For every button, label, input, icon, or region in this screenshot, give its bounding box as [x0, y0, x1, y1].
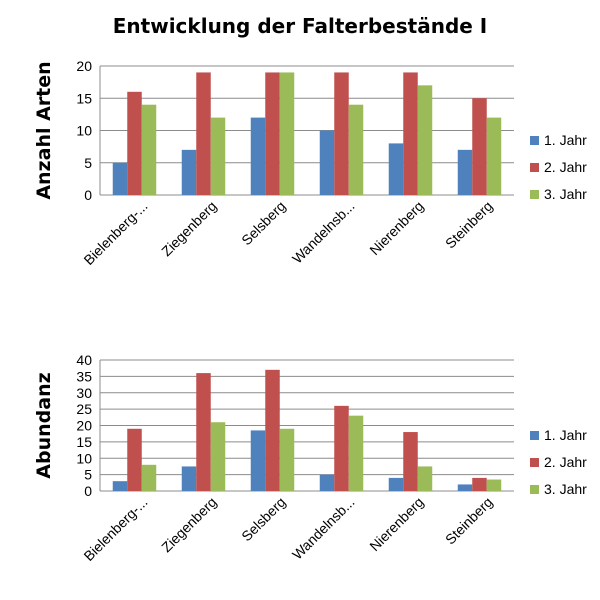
- bar-1-jahr-3: [250, 430, 266, 491]
- bar-2-jahr-1: [127, 91, 142, 195]
- bar-1-jahr-4: [319, 474, 335, 491]
- bar-1-jahr-1: [112, 481, 128, 491]
- bar-3-jahr-2: [210, 117, 226, 195]
- legend-label: 1. Jahr: [544, 132, 587, 148]
- bar-2-jahr-5: [403, 72, 418, 195]
- bar-1-jahr-1: [112, 162, 128, 195]
- bar-2-jahr-4: [334, 72, 349, 195]
- bar-1-jahr-5: [388, 143, 404, 195]
- legend-swatch: [530, 458, 539, 467]
- y-tick-label: 10: [76, 123, 92, 139]
- bar-3-jahr-6: [486, 479, 502, 491]
- legend-label: 3. Jahr: [544, 186, 587, 202]
- bar-2-jahr-4: [334, 405, 349, 491]
- category-label: Selsberg: [238, 494, 288, 544]
- y-tick-label: 5: [84, 467, 92, 483]
- y-tick-label: 0: [84, 483, 92, 499]
- chart-1: 0 5 10 15 20 Bielenberg-... Ziegenberg Selsberg…: [33, 58, 587, 268]
- legend-label: 2. Jahr: [544, 454, 587, 470]
- y-axis-title: Anzahl Arten: [33, 61, 55, 199]
- bar-3-jahr-5: [417, 85, 433, 195]
- legend-swatch: [530, 431, 539, 440]
- bar-2-jahr-3: [265, 369, 280, 491]
- bar-2-jahr-3: [265, 72, 280, 195]
- y-tick-label: 20: [76, 58, 92, 74]
- bar-3-jahr-5: [417, 466, 433, 491]
- category-label: Bielenberg-...: [80, 198, 150, 268]
- legend-swatch: [530, 136, 539, 145]
- page-title: Entwicklung der Falterbestände I: [112, 14, 488, 38]
- bar-3-jahr-4: [348, 415, 364, 491]
- bar-2-jahr-2: [196, 72, 211, 195]
- bar-2-jahr-6: [472, 477, 487, 491]
- category-label: Ziegenberg: [158, 198, 219, 259]
- category-label: Wandelnsb...: [289, 198, 358, 267]
- bar-3-jahr-1: [141, 104, 157, 195]
- category-label: Nierenberg: [366, 494, 426, 554]
- y-tick-label: 35: [76, 368, 92, 384]
- bar-2-jahr-2: [196, 373, 211, 491]
- bar-3-jahr-2: [210, 422, 226, 491]
- y-axis-title: Abundanz: [33, 372, 55, 478]
- bar-2-jahr-1: [127, 428, 142, 491]
- category-label: Wandelnsb...: [289, 494, 358, 563]
- y-tick-label: 15: [76, 90, 92, 106]
- bar-2-jahr-6: [472, 98, 487, 195]
- category-label: Nierenberg: [366, 198, 426, 258]
- y-tick-label: 25: [76, 401, 92, 417]
- bar-1-jahr-6: [457, 484, 473, 491]
- bar-3-jahr-6: [486, 117, 502, 195]
- bar-1-jahr-2: [181, 466, 197, 491]
- bar-3-jahr-4: [348, 104, 364, 195]
- category-label: Bielenberg-...: [80, 494, 150, 564]
- y-tick-label: 0: [84, 187, 92, 203]
- legend-label: 1. Jahr: [544, 427, 587, 443]
- bar-1-jahr-6: [457, 149, 473, 195]
- y-tick-label: 40: [76, 352, 92, 368]
- category-label: Steinberg: [442, 494, 496, 548]
- legend-swatch: [530, 190, 539, 199]
- bar-1-jahr-5: [388, 477, 404, 491]
- legend-label: 2. Jahr: [544, 159, 587, 175]
- y-tick-label: 20: [76, 418, 92, 434]
- category-label: Ziegenberg: [158, 494, 219, 555]
- category-label: Steinberg: [442, 198, 496, 252]
- bar-2-jahr-5: [403, 432, 418, 491]
- y-tick-label: 15: [76, 434, 92, 450]
- legend-label: 3. Jahr: [544, 481, 587, 497]
- legend-swatch: [530, 485, 539, 494]
- y-tick-label: 10: [76, 450, 92, 466]
- bar-1-jahr-3: [250, 117, 266, 195]
- bar-3-jahr-3: [279, 72, 295, 195]
- legend-swatch: [530, 163, 539, 172]
- bar-3-jahr-3: [279, 428, 295, 491]
- y-tick-label: 30: [76, 385, 92, 401]
- bar-1-jahr-2: [181, 149, 197, 195]
- y-tick-label: 5: [84, 155, 92, 171]
- category-label: Selsberg: [238, 198, 288, 248]
- bar-3-jahr-1: [141, 464, 157, 491]
- bar-1-jahr-4: [319, 130, 335, 195]
